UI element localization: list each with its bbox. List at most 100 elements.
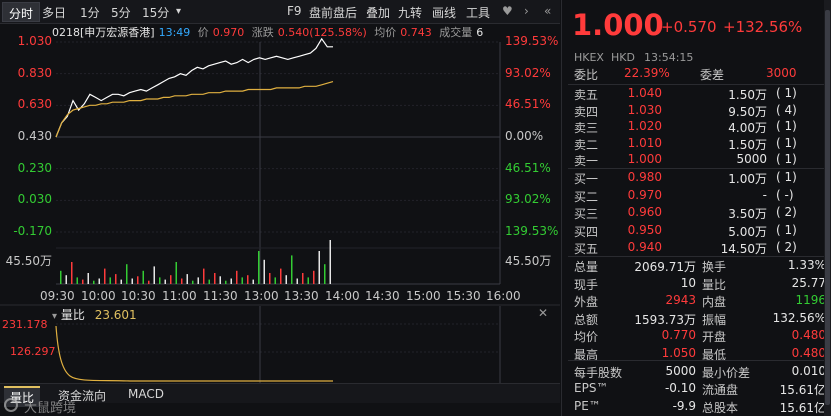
volume-ratio-value: 23.601 — [94, 308, 137, 322]
chart-toolbar: 分时 多日 1分 5分 15分 ▾ F9 盘前盘后 叠加 九转 画线 工具 ♥ … — [0, 0, 560, 24]
bids-level-price: 0.980 — [627, 170, 662, 184]
volume-bar — [263, 259, 265, 284]
stat-label: 最小价差 — [702, 365, 751, 380]
tab-multiday[interactable]: 多日 — [42, 6, 67, 20]
tab-capital-flow[interactable]: 资金流向 — [58, 389, 107, 403]
close-panel-icon[interactable]: ✕ — [538, 306, 549, 320]
volume-bar — [186, 274, 188, 284]
stat-value: 132.56% — [772, 310, 826, 325]
volume-bar — [291, 255, 293, 284]
period-dropdown-icon[interactable]: ▾ — [176, 6, 182, 17]
asks-level-label: 卖五 — [574, 88, 599, 102]
price-line — [55, 37, 333, 138]
y-axis-pct-tick: 0.00% — [505, 129, 544, 143]
asks-level-label: 卖四 — [574, 104, 599, 119]
volume-ratio-chart[interactable] — [0, 304, 560, 384]
volume-bar — [120, 279, 122, 284]
volume-bar — [60, 270, 62, 284]
next-icon[interactable]: › — [524, 4, 529, 18]
price-label: 价 — [197, 26, 209, 39]
stat-label: 总量 — [574, 260, 599, 274]
stat-value: 1.33% — [787, 258, 826, 272]
y-axis-pct-tick: 93.02% — [505, 65, 551, 80]
cursor-avg: 0.743 — [400, 26, 432, 39]
asks-level-volume: 5000 — [736, 152, 767, 166]
currency-label: HKD — [611, 51, 635, 64]
volume-bar — [142, 270, 144, 284]
stat-label: 振幅 — [702, 312, 727, 327]
stock-code: 0218[申万宏源香港] — [52, 26, 155, 39]
volume-bar — [324, 264, 326, 284]
cursor-volume: 6 — [476, 26, 484, 39]
collapse-icon[interactable]: « — [544, 4, 552, 18]
asks-level-price: 1.020 — [627, 119, 662, 133]
y-axis-price-tick: 0.630 — [17, 97, 52, 112]
f9-button[interactable]: F9 — [287, 4, 302, 18]
volume-bar — [203, 268, 205, 284]
asks-level-volume: 1.50万 — [728, 137, 767, 152]
volume-bar — [274, 277, 276, 284]
asks-level-label: 卖二 — [574, 137, 599, 152]
stat-label: 开盘 — [702, 330, 727, 345]
x-axis-time-tick: 15:00 — [406, 289, 441, 303]
stat-label: 总额 — [574, 312, 599, 327]
draw-line-button[interactable]: 画线 — [432, 6, 457, 20]
volume-bar — [153, 266, 155, 284]
tab-5min[interactable]: 5分 — [111, 6, 131, 20]
volume-bar — [65, 275, 67, 284]
tab-intraday[interactable]: 分时 — [2, 2, 41, 22]
market-label: HKEX — [574, 51, 604, 64]
cursor-change: 0.540(125.58%) — [277, 26, 367, 39]
tab-15min[interactable]: 15分 — [142, 6, 170, 20]
panel-scrollbar-thumb[interactable] — [825, 10, 830, 405]
y-axis-price-tick: 0.430 — [17, 129, 52, 143]
bids-level-price: 0.940 — [627, 240, 662, 254]
y-axis-price-tick: 0.230 — [17, 160, 52, 175]
y-axis-price-tick: 0.030 — [17, 192, 52, 207]
bids-level-price: 0.960 — [627, 205, 662, 219]
x-axis-time-tick: 09:30 — [40, 289, 75, 303]
volume-ratio-dropdown-icon[interactable]: ▾ — [52, 311, 58, 322]
volume-bar — [87, 273, 89, 284]
tools-button[interactable]: 工具 — [466, 6, 491, 20]
x-axis-time-tick: 10:00 — [81, 289, 116, 303]
asks-level-count: ( 1) — [776, 119, 797, 133]
volume-ratio-tick-high: 231.178 — [2, 318, 48, 331]
volume-bar — [247, 275, 249, 284]
bids-level-label: 买二 — [574, 189, 599, 204]
stat-label: 总股本 — [702, 400, 739, 415]
stat-label: 现手 — [574, 277, 599, 292]
stat-label: 流通盘 — [702, 383, 739, 398]
volume-axis-label: 45.50万 — [505, 254, 552, 268]
favorite-icon[interactable]: ♥ — [502, 4, 513, 18]
y-axis-pct-tick: 46.51% — [505, 97, 551, 112]
stat-value: 15.61亿 — [779, 383, 826, 398]
indicator-tabs: 量比 资金流向 MACD — [0, 383, 560, 407]
stat-label: PE™ — [574, 398, 601, 413]
stat-value: 5000 — [665, 363, 696, 378]
intraday-chart[interactable] — [0, 24, 560, 309]
nine-turn-button[interactable]: 九转 — [398, 6, 423, 20]
stat-value: 1.050 — [661, 346, 696, 360]
tab-1min[interactable]: 1分 — [80, 6, 100, 20]
volume-bar — [313, 270, 315, 284]
y-axis-pct-tick: 93.02% — [505, 192, 551, 207]
watermark-logo-icon — [4, 398, 18, 412]
premarket-button[interactable]: 盘前盘后 — [309, 6, 358, 20]
order-ratio-value: 22.39% — [624, 66, 670, 80]
stat-label: 最低 — [702, 348, 727, 362]
avg-label: 均价 — [374, 26, 397, 39]
asks-level-price: 1.010 — [627, 135, 662, 150]
tab-macd[interactable]: MACD — [128, 387, 164, 401]
volume-bar — [230, 278, 232, 284]
bids-level-count: ( 1) — [776, 170, 797, 184]
stat-label: 换手 — [702, 260, 727, 274]
quote-time: 13:54:15 — [644, 51, 694, 64]
asks-level-count: ( 4) — [776, 102, 797, 117]
volume-bar — [93, 280, 95, 284]
x-axis-time-tick: 14:30 — [365, 289, 400, 303]
volume-axis-label: 45.50万 — [5, 254, 52, 268]
stat-label: 均价 — [574, 330, 599, 345]
overlay-button[interactable]: 叠加 — [366, 6, 391, 20]
bids-level-label: 买四 — [574, 224, 599, 239]
